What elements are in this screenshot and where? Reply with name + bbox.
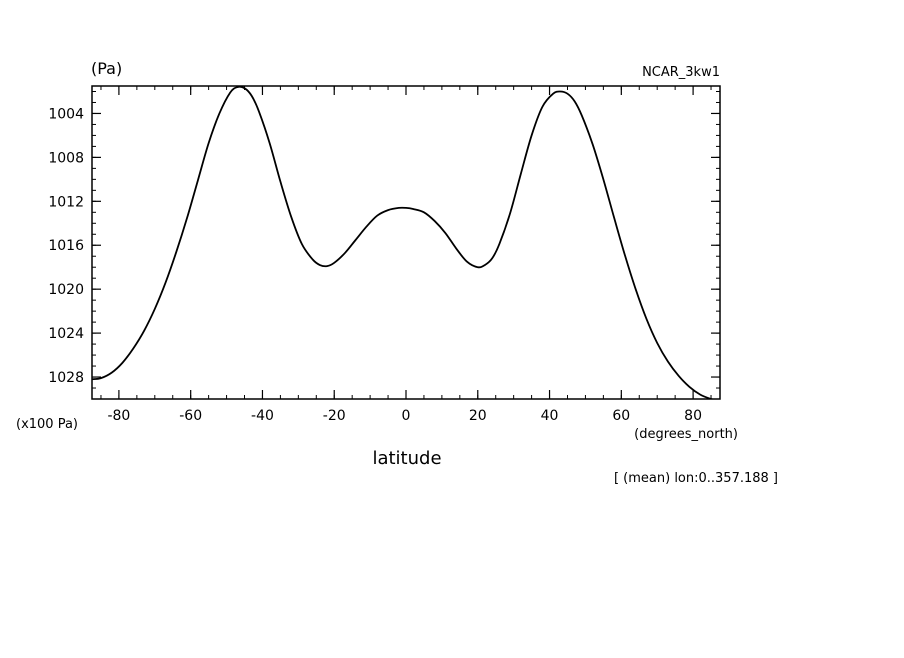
y-tick-label: 1016 bbox=[48, 238, 84, 254]
x-axis-tick-labels: -80 -60 -40 -20 0 20 40 60 80 bbox=[107, 408, 702, 424]
x-tick-label: 60 bbox=[612, 408, 630, 424]
series-line bbox=[92, 86, 715, 399]
series-layer bbox=[92, 86, 715, 399]
footnote: [ (mean) lon:0..357.188 ] bbox=[614, 471, 778, 486]
x-tick-label: -60 bbox=[179, 408, 202, 424]
y-tick-label: 1028 bbox=[48, 370, 84, 386]
unit-label: (Pa) bbox=[91, 59, 122, 78]
x-tick-label: 80 bbox=[684, 408, 702, 424]
y-tick-label: 1012 bbox=[48, 194, 84, 210]
x-tick-label: 20 bbox=[469, 408, 487, 424]
y-axis-tick-labels: 1004 1008 1012 1016 1020 1024 1028 bbox=[48, 106, 84, 386]
y-tick-label: 1020 bbox=[48, 282, 84, 298]
x-tick-label: -40 bbox=[251, 408, 274, 424]
y-tick-label: 1004 bbox=[48, 106, 84, 122]
x-tick-label: 0 bbox=[402, 408, 411, 424]
x-tick-label: -20 bbox=[323, 408, 346, 424]
y-tick-label: 1024 bbox=[48, 326, 84, 342]
plot-frame bbox=[91, 85, 721, 400]
x-unit-label: (degrees_north) bbox=[634, 427, 738, 442]
x-axis-ticks bbox=[100, 86, 712, 399]
y-scale-label: (x100 Pa) bbox=[16, 417, 78, 432]
y-axis-ticks bbox=[92, 90, 720, 400]
run-label: NCAR_3kw1 bbox=[642, 65, 720, 80]
y-tick-label: 1008 bbox=[48, 150, 84, 166]
x-tick-label: -80 bbox=[107, 408, 130, 424]
x-tick-label: 40 bbox=[541, 408, 559, 424]
x-axis-title: latitude bbox=[372, 448, 441, 469]
